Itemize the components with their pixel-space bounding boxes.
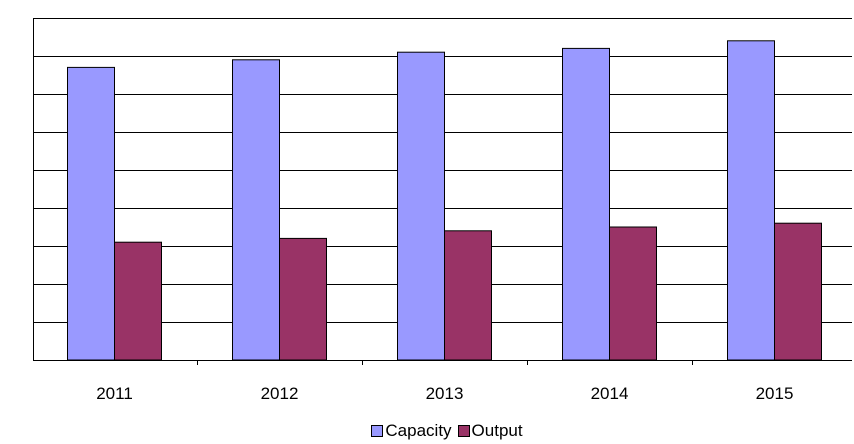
x-tick-labels: 2011 2012 2013 2014 2015 [96, 384, 793, 403]
legend: Capacity Output [347, 420, 547, 442]
bar-capacity-2012 [232, 59, 280, 361]
x-tick-label: 2012 [261, 384, 299, 403]
bar-output-2011 [114, 241, 162, 361]
legend-item-output: Output [457, 421, 523, 441]
bar-capacity-2015 [727, 40, 775, 361]
bar-output-2013 [444, 230, 492, 361]
x-tick-label: 2013 [426, 384, 464, 403]
axes [33, 18, 852, 365]
bar-output-2014 [609, 226, 657, 361]
bar-output-2015 [774, 222, 822, 361]
legend-label-output: Output [471, 421, 523, 440]
x-tick-label: 2015 [756, 384, 794, 403]
x-tick-label: 2014 [591, 384, 629, 403]
legend-label-capacity: Capacity [385, 421, 452, 440]
legend-item-capacity: Capacity [371, 421, 452, 441]
bars [67, 40, 822, 361]
bar-capacity-2011 [67, 66, 115, 361]
bar-capacity-2013 [397, 51, 445, 361]
legend-swatch-capacity [371, 425, 384, 437]
bar-capacity-2014 [562, 47, 610, 361]
legend-swatch-output [457, 425, 470, 437]
bar-output-2012 [279, 237, 327, 361]
x-tick-label: 2011 [96, 384, 133, 403]
